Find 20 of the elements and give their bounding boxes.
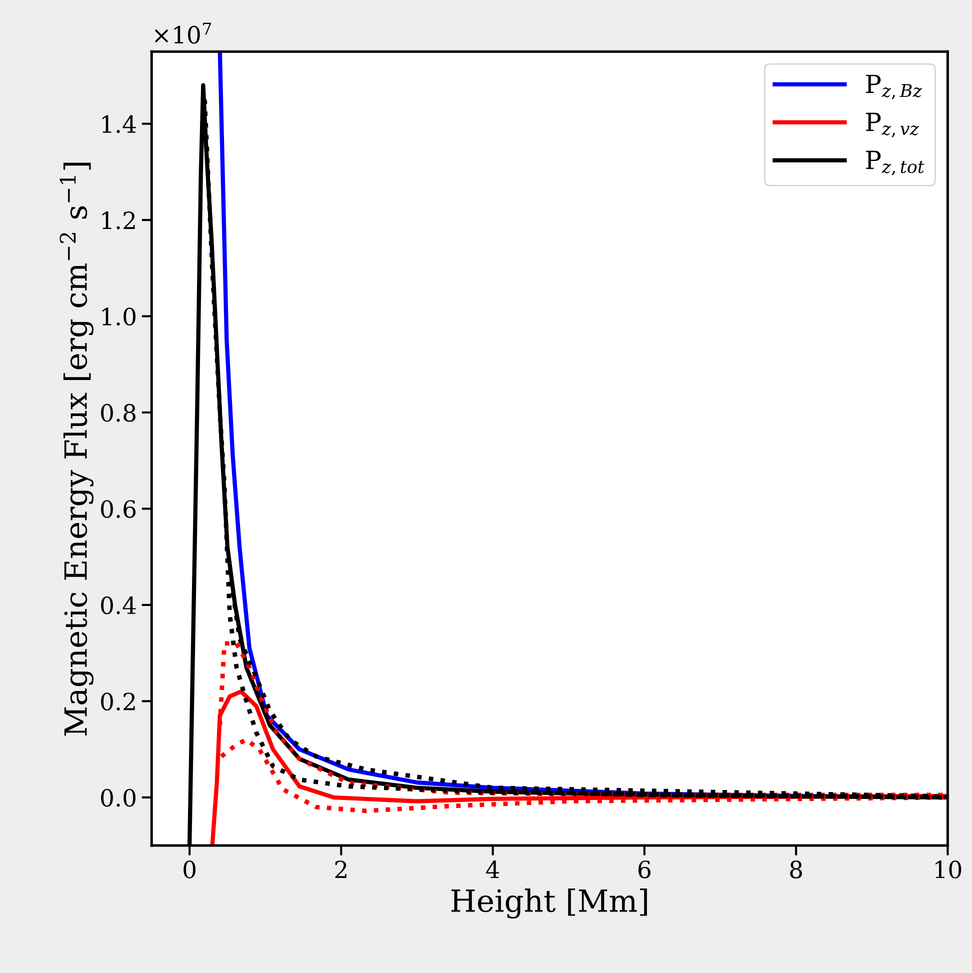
y-tick-label: 0.0 (101, 788, 136, 807)
legend-label: P$_{z,Bz}$ (866, 74, 922, 100)
legend-label: P$_{z,tot}$ (866, 150, 924, 176)
x-tick-label: 10 (936, 860, 962, 878)
y-tick-label: 1.2 (102, 211, 135, 230)
y-tick-label: 0.4 (101, 596, 136, 614)
x-tick-label: 0 (184, 860, 196, 878)
x-tick-label: 2 (335, 860, 346, 878)
x-tick-label: 4 (486, 860, 500, 878)
y-tick-label: 0.8 (101, 404, 136, 422)
legend-label: P$_{z,vz}$ (866, 112, 920, 138)
text: ×10$^{7}$ (154, 22, 211, 44)
y-tick-label: 0.2 (101, 692, 135, 710)
x-axis-title: Height [Mm] (451, 888, 647, 919)
y-axis-title: Magnetic Energy Flux [erg cm$^{−2}$ s$^{−1}$] (60, 162, 94, 736)
y-tick-label: 1.0 (102, 308, 136, 326)
y-tick-label: 0.6 (101, 500, 136, 518)
x-tick-label: 6 (638, 860, 650, 878)
x-tick-label: 8 (790, 860, 802, 878)
y-tick-label: 1.4 (102, 115, 136, 134)
